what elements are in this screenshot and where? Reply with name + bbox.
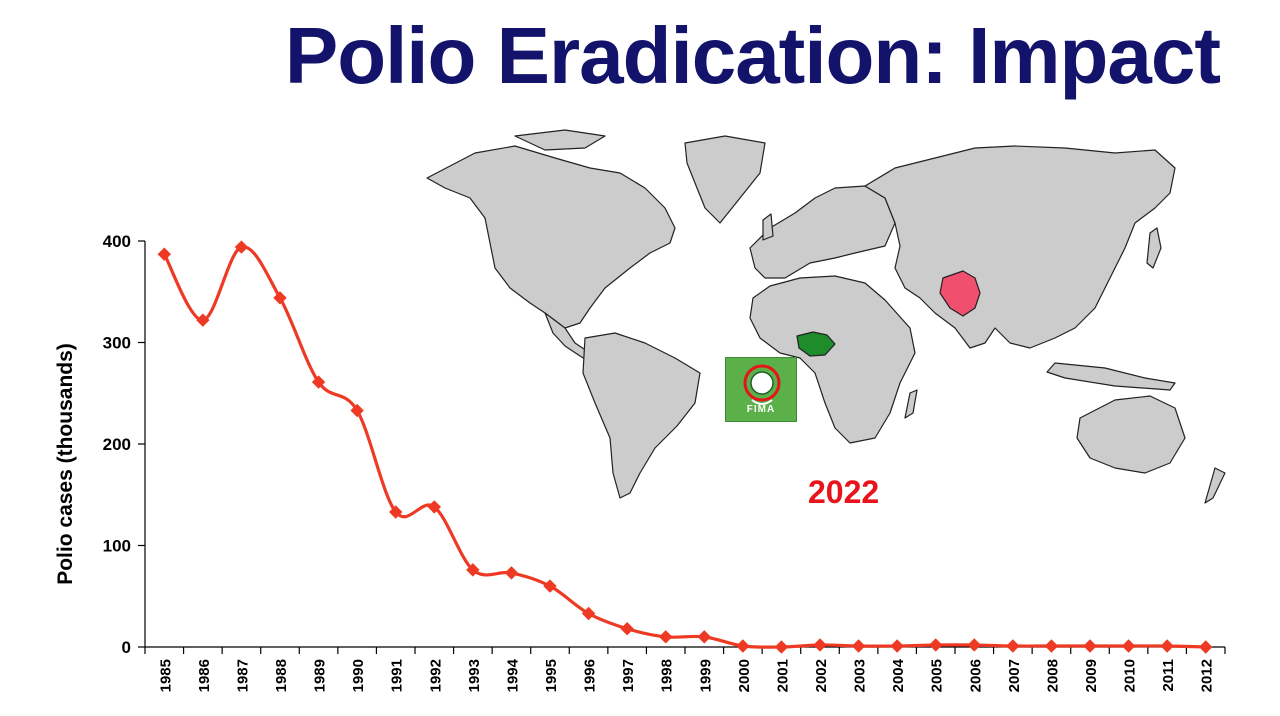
x-tick-label: 1986 [196,659,213,692]
x-tick-label: 1993 [466,659,483,692]
x-tick-label: 2007 [1006,659,1023,692]
data-point [1006,639,1020,653]
map-africa [749,275,916,444]
data-point [504,566,519,580]
map-year-label: 2022 [808,474,880,510]
data-point [350,403,364,418]
fima-logo-icon [743,364,781,405]
world-map [415,128,1250,513]
data-point [967,638,981,652]
x-tick-label: 1999 [697,659,714,692]
data-point [813,638,827,652]
y-tick-label: 400 [103,232,131,251]
map-europe [749,185,896,279]
data-point [196,313,210,327]
data-point [311,375,326,389]
map-south-america [582,332,701,499]
data-point [774,640,789,654]
x-tick-label: 1997 [620,659,637,692]
series-line [162,245,1206,649]
data-point [1160,639,1174,653]
x-tick-label: 1985 [157,659,174,692]
x-tick-label: 2011 [1160,659,1177,692]
x-tick-label: 1991 [389,659,406,692]
data-point [273,291,287,305]
data-point [543,579,557,593]
data-point [466,563,480,577]
x-tick-label: 2003 [852,659,869,692]
data-point [1044,639,1059,653]
map-greenland [684,135,766,224]
x-tick-label: 2004 [890,658,907,692]
x-tick-label: 2009 [1083,659,1100,692]
fima-badge: FIMA [725,357,797,422]
badge-label: FIMA [746,404,776,415]
data-point [581,606,596,621]
data-point [620,622,634,636]
page-title: Polio Eradication: Impact [284,11,1221,100]
y-tick-label: 200 [103,435,131,454]
y-axis-title: Polio cases (thousands) [54,343,77,585]
data-point [1083,639,1097,653]
data-point [736,639,750,653]
map-new-zealand [1204,467,1226,504]
x-tick-label: 1998 [659,659,676,692]
y-tick-label: 100 [103,537,131,556]
x-tick-label: 1994 [504,658,521,692]
map-japan [1146,227,1162,269]
data-point [234,240,249,254]
x-tick-label: 1989 [312,659,329,692]
data-point [659,630,673,644]
data-point [1121,639,1136,653]
data-point [890,639,904,653]
map-uk [762,213,774,241]
map-pakistan-afghanistan [939,270,981,317]
data-point [389,505,403,519]
data-point [157,247,171,261]
y-tick-label: 0 [122,638,131,657]
x-tick-label: 2008 [1044,659,1061,692]
data-point [427,500,441,514]
x-tick-label: 1996 [582,659,599,692]
x-tick-label: 1992 [427,659,444,692]
map-arctic-islands [514,129,606,151]
x-tick-label: 2012 [1199,659,1216,692]
map-nigeria [796,331,836,357]
data-point [929,638,943,652]
map-australia [1076,395,1186,474]
x-tick-label: 2010 [1122,659,1139,692]
map-indonesia [1046,362,1176,391]
x-tick-label: 1987 [234,659,251,692]
map-north-america [426,145,676,329]
data-point [851,639,866,653]
x-tick-label: 1988 [273,659,290,692]
x-tick-label: 2006 [967,659,984,692]
x-tick-label: 1995 [543,659,560,692]
x-tick-label: 2001 [774,659,791,692]
x-tick-label: 1990 [350,659,367,692]
x-tick-label: 2005 [929,659,946,692]
data-point [697,630,711,644]
x-tick-label: 2002 [813,659,830,692]
x-tick-label: 2000 [736,659,753,692]
y-tick-label: 300 [103,334,131,353]
world-map-svg [426,129,1226,504]
data-point [1199,640,1213,654]
map-madagascar [904,389,918,419]
